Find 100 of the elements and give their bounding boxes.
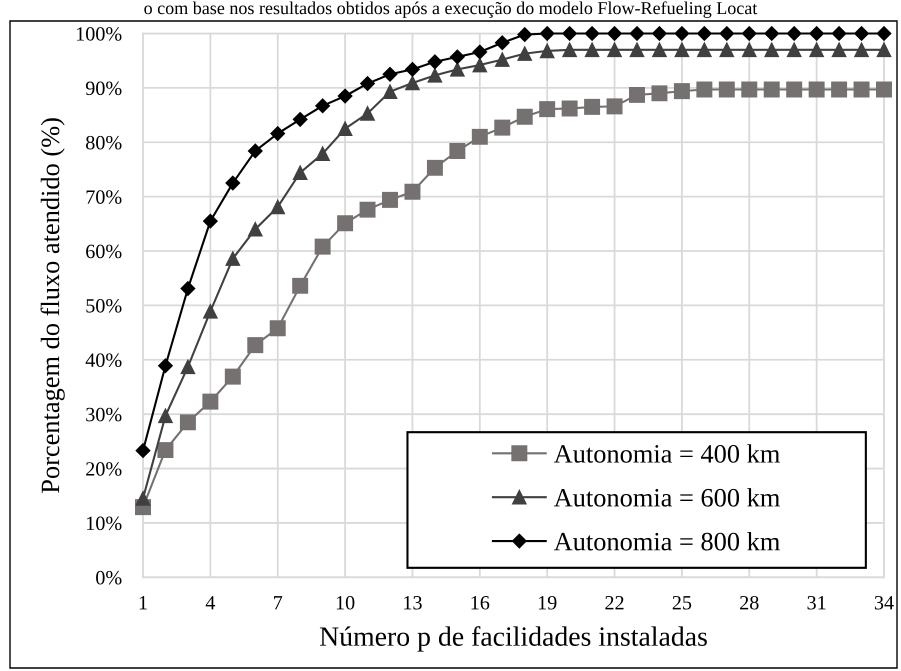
point bbox=[832, 26, 846, 41]
point bbox=[517, 27, 532, 42]
point bbox=[652, 42, 667, 58]
point bbox=[225, 176, 240, 190]
point bbox=[809, 42, 824, 58]
point bbox=[606, 98, 623, 114]
y-tick-label: 40% bbox=[86, 353, 122, 368]
point bbox=[292, 278, 308, 294]
point bbox=[338, 121, 352, 136]
point bbox=[248, 222, 263, 237]
point bbox=[405, 76, 420, 90]
y-tick-label: 100% bbox=[76, 27, 122, 41]
x-tick-label: 4 bbox=[206, 596, 216, 610]
x-tick-label: 10 bbox=[336, 596, 354, 610]
point bbox=[718, 82, 735, 98]
point bbox=[428, 68, 442, 83]
x-tick-label: 22 bbox=[605, 596, 624, 610]
chart-title: o com base nos resultados obtidos após a execução do modelo Flow-Refueling Locat bbox=[144, 1, 758, 18]
point bbox=[674, 83, 690, 100]
point bbox=[562, 42, 577, 58]
point bbox=[472, 44, 488, 60]
point bbox=[382, 192, 398, 208]
point bbox=[292, 165, 308, 180]
legend-label: Autonomia = 400 km bbox=[554, 444, 780, 463]
point bbox=[202, 394, 218, 410]
point bbox=[674, 42, 690, 58]
point bbox=[764, 82, 780, 98]
y-axis-title: Porcentagem do fluxo atendido (%) bbox=[40, 118, 65, 493]
point bbox=[315, 98, 330, 114]
point bbox=[540, 26, 555, 41]
point bbox=[629, 86, 645, 103]
point bbox=[337, 215, 354, 232]
point bbox=[607, 42, 622, 58]
point bbox=[697, 42, 712, 58]
point bbox=[360, 76, 375, 91]
point bbox=[652, 26, 667, 41]
point bbox=[226, 251, 240, 266]
point bbox=[157, 442, 174, 458]
point bbox=[832, 42, 846, 58]
point bbox=[472, 58, 488, 72]
y-tick-label: 0% bbox=[96, 570, 122, 585]
point bbox=[247, 337, 264, 354]
point bbox=[540, 44, 554, 58]
point bbox=[808, 82, 825, 98]
point bbox=[539, 101, 556, 118]
point bbox=[562, 100, 578, 117]
point bbox=[404, 184, 420, 200]
point bbox=[809, 26, 824, 41]
point bbox=[450, 50, 465, 64]
x-tick-label: 16 bbox=[472, 596, 490, 610]
y-tick-label: 60% bbox=[86, 244, 122, 258]
x-tick-label: 1 bbox=[140, 596, 147, 610]
point bbox=[607, 26, 622, 41]
point bbox=[136, 443, 150, 458]
point bbox=[630, 42, 644, 58]
point bbox=[248, 144, 263, 158]
point bbox=[450, 62, 465, 77]
x-tick-label: 13 bbox=[404, 596, 422, 610]
point bbox=[203, 304, 218, 319]
point bbox=[158, 358, 173, 374]
point bbox=[742, 26, 757, 41]
x-tick-label: 19 bbox=[538, 596, 556, 610]
point bbox=[472, 128, 488, 145]
point bbox=[876, 42, 892, 58]
point bbox=[786, 42, 802, 58]
point bbox=[270, 320, 286, 336]
point bbox=[719, 26, 734, 41]
x-tick-label: 25 bbox=[672, 596, 692, 610]
point bbox=[360, 202, 376, 218]
legend-label: Autonomia = 600 km bbox=[554, 488, 780, 507]
point bbox=[630, 26, 644, 41]
point bbox=[180, 281, 196, 296]
point bbox=[854, 82, 870, 98]
legend-label: Autonomia = 800 km bbox=[554, 532, 780, 551]
x-tick-label: 7 bbox=[274, 596, 282, 610]
point bbox=[854, 42, 869, 58]
point bbox=[180, 360, 196, 374]
point bbox=[831, 82, 848, 98]
point bbox=[315, 146, 330, 161]
point bbox=[517, 46, 532, 61]
x-tick-label: 31 bbox=[808, 596, 826, 610]
point bbox=[314, 238, 331, 255]
x-axis-title: Número p de facilidades instaladas bbox=[320, 626, 707, 652]
point bbox=[270, 126, 286, 141]
x-tick-label: 28 bbox=[740, 596, 759, 610]
point bbox=[360, 106, 375, 121]
point bbox=[764, 26, 780, 41]
y-tick-label: 70% bbox=[86, 190, 122, 204]
point bbox=[741, 82, 758, 98]
y-tick-label: 90% bbox=[86, 81, 122, 96]
point bbox=[202, 214, 218, 228]
point bbox=[584, 42, 600, 58]
point bbox=[854, 26, 869, 41]
x-tick-label: 34 bbox=[874, 596, 894, 610]
point bbox=[382, 84, 398, 99]
point bbox=[696, 82, 712, 98]
point bbox=[876, 82, 892, 98]
point bbox=[584, 98, 600, 115]
point bbox=[786, 26, 802, 41]
point bbox=[338, 88, 352, 104]
